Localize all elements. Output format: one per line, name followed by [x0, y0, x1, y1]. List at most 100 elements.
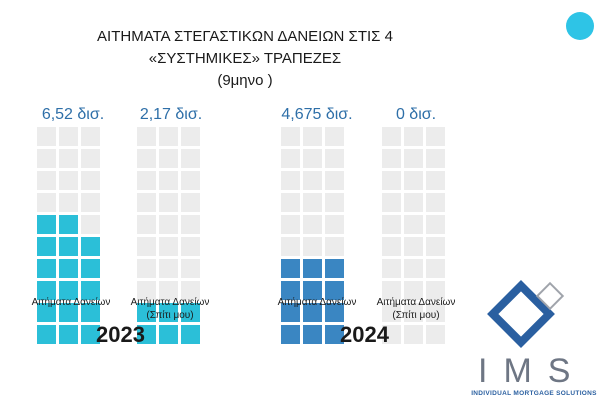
waffle-cell-empty — [382, 325, 401, 344]
waffle-cell-empty — [181, 149, 200, 168]
waffle-cell-empty — [426, 193, 445, 212]
waffle-cell-empty — [181, 171, 200, 190]
waffle-cell-filled — [59, 281, 78, 300]
waffle-cell-filled — [59, 215, 78, 234]
waffle-cell-empty — [159, 171, 178, 190]
waffle-cell-empty — [137, 215, 156, 234]
waffle-cell-empty — [382, 237, 401, 256]
waffle-cell-empty — [81, 193, 100, 212]
waffle-cell-filled — [81, 259, 100, 278]
waffle-cell-filled — [303, 281, 322, 300]
waffle-cell-empty — [426, 303, 445, 322]
waffle-cell-empty — [59, 193, 78, 212]
waffle-cell-empty — [325, 237, 344, 256]
waffle-cell-empty — [181, 237, 200, 256]
waffle-cell-filled — [137, 303, 156, 322]
waffle-cell-filled — [159, 325, 178, 344]
waffle-cell-empty — [37, 193, 56, 212]
value-label-2024-spiti-mou: 0 δισ. — [395, 106, 437, 123]
waffle-cell-empty — [325, 215, 344, 234]
logo-diamond-large — [487, 280, 555, 348]
accent-dot — [566, 12, 594, 40]
waffle-cell-empty — [303, 149, 322, 168]
waffle-cell-empty — [59, 127, 78, 146]
category-label-2024-loans: Αιτήματα Δανείων — [262, 296, 372, 309]
waffle-cell-filled — [59, 303, 78, 322]
waffle-cell-empty — [37, 127, 56, 146]
waffle-cell-empty — [404, 259, 423, 278]
waffle-cell-empty — [181, 193, 200, 212]
waffle-cell-empty — [404, 149, 423, 168]
waffle-cell-filled — [81, 325, 100, 344]
waffle-cell-empty — [181, 215, 200, 234]
waffle-cell-empty — [303, 127, 322, 146]
waffle-cell-empty — [404, 325, 423, 344]
category-label-2024-spiti-mou: Αιτήματα Δανείων (Σπίτι μου) — [361, 296, 471, 322]
waffle-cell-empty — [382, 193, 401, 212]
waffle-cell-empty — [426, 149, 445, 168]
waffle-cell-filled — [37, 215, 56, 234]
year-label-2023: 2023 — [96, 322, 145, 347]
waffle-cell-empty — [181, 281, 200, 300]
waffle-cell-filled — [281, 303, 300, 322]
year-label-2024: 2024 — [340, 322, 389, 347]
waffle-cell-filled — [303, 259, 322, 278]
waffle-cell-empty — [325, 171, 344, 190]
value-label-2023-loans: 6,52 δισ. — [41, 106, 105, 123]
category-line: Αιτήματα Δανείων — [376, 297, 456, 308]
waffle-cell-empty — [159, 215, 178, 234]
waffle-cell-filled — [37, 259, 56, 278]
waffle-cell-empty — [426, 259, 445, 278]
waffle-cell-empty — [137, 127, 156, 146]
waffle-cell-empty — [404, 215, 423, 234]
waffle-cell-empty — [426, 237, 445, 256]
waffle-cell-empty — [159, 127, 178, 146]
waffle-cell-empty — [37, 171, 56, 190]
category-line: Αιτήματα Δανείων — [31, 297, 111, 308]
waffle-cell-empty — [137, 237, 156, 256]
waffle-cell-filled — [81, 281, 100, 300]
waffle-cell-filled — [303, 325, 322, 344]
waffle-cell-empty — [426, 215, 445, 234]
value-label-2024-loans: 4,675 δισ. — [281, 106, 353, 123]
waffle-cell-empty — [281, 127, 300, 146]
waffle-cell-filled — [81, 237, 100, 256]
waffle-cell-empty — [382, 127, 401, 146]
waffle-cell-empty — [325, 127, 344, 146]
waffle-cell-empty — [303, 237, 322, 256]
logo-text: IMS — [478, 352, 587, 390]
waffle-cell-empty — [159, 149, 178, 168]
waffle-cell-empty — [181, 259, 200, 278]
category-label-2023-spiti-mou: Αιτήματα Δανείων (Σπίτι μου) — [115, 296, 225, 322]
waffle-cell-empty — [159, 193, 178, 212]
waffle-cell-empty — [325, 149, 344, 168]
waffle-cell-empty — [426, 325, 445, 344]
waffle-cell-filled — [37, 325, 56, 344]
waffle-cell-empty — [382, 281, 401, 300]
waffle-cell-empty — [404, 303, 423, 322]
waffle-cell-empty — [426, 281, 445, 300]
waffle-cell-empty — [281, 149, 300, 168]
waffle-cell-empty — [382, 303, 401, 322]
waffle-cell-empty — [281, 237, 300, 256]
waffle-cell-empty — [137, 193, 156, 212]
waffle-cell-empty — [382, 215, 401, 234]
chart-title: ΑΙΤΗΜΑΤΑ ΣΤΕΓΑΣΤΙΚΩΝ ΔΑΝΕΙΩΝ ΣΤΙΣ 4 «ΣΥΣ… — [80, 26, 410, 92]
waffle-cell-empty — [137, 281, 156, 300]
waffle-cell-filled — [281, 259, 300, 278]
waffle-cell-filled — [59, 325, 78, 344]
value-label-2023-spiti-mou: 2,17 δισ. — [139, 106, 203, 123]
waffle-cell-filled — [159, 303, 178, 322]
logo-subtitle: INDIVIDUAL MORTGAGE SOLUTIONS — [471, 390, 597, 397]
waffle-cell-empty — [382, 259, 401, 278]
waffle-cell-empty — [404, 237, 423, 256]
waffle-cell-empty — [382, 171, 401, 190]
waffle-cell-filled — [59, 259, 78, 278]
waffle-cell-filled — [181, 303, 200, 322]
waffle-cell-empty — [404, 193, 423, 212]
waffle-cell-empty — [281, 215, 300, 234]
category-line: (Σπίτι μου) — [392, 310, 440, 321]
category-line: Αιτήματα Δανείων — [130, 297, 210, 308]
waffle-cell-empty — [37, 149, 56, 168]
waffle-cell-filled — [281, 325, 300, 344]
